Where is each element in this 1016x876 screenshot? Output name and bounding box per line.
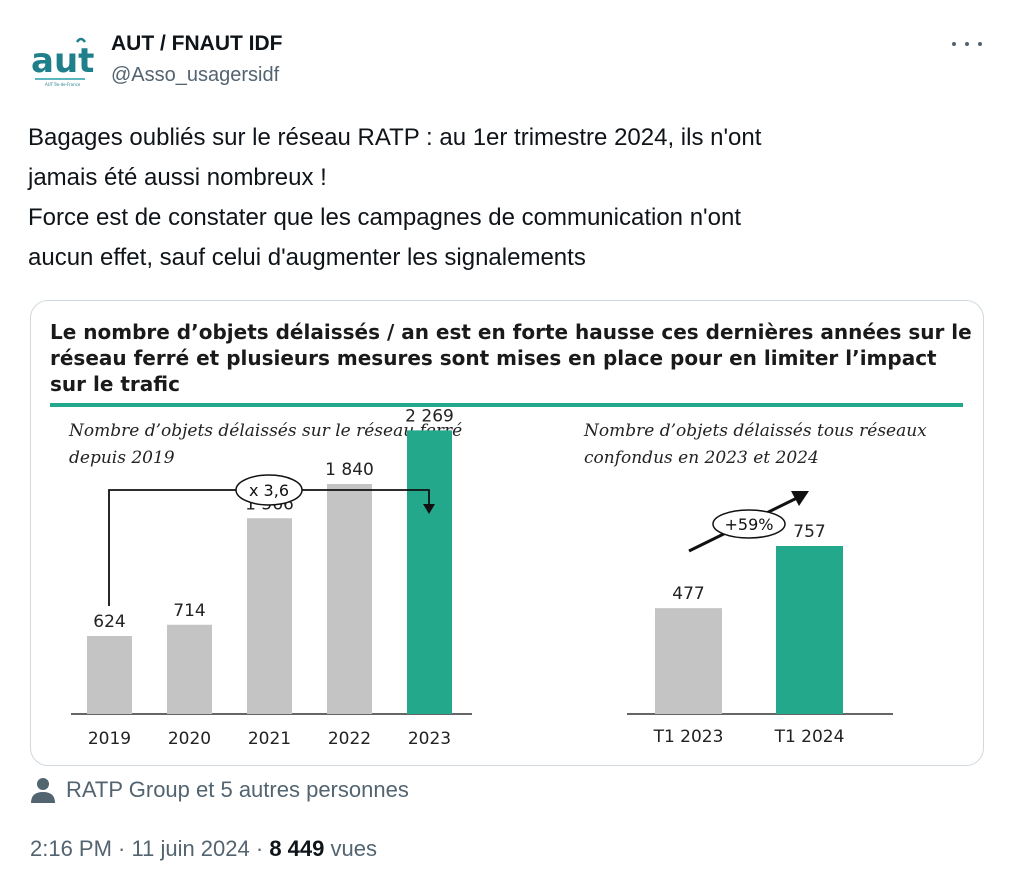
liked-by-text: RATP Group et 5 autres personnes — [66, 777, 409, 802]
bar — [247, 518, 292, 714]
category-label: 2020 — [168, 729, 211, 749]
annotation-bubble — [235, 474, 303, 506]
figure-title: Le nombre d’objets délaissés / an est en… — [50, 319, 972, 397]
tweet-media-image[interactable]: Le nombre d’objets délaissés / an est en… — [30, 300, 984, 766]
subtitle-line: Nombre d’objets délaissés sur le réseau … — [69, 421, 463, 441]
value-label: 1 840 — [325, 460, 374, 480]
bar — [87, 636, 132, 714]
avatar-logo-text: aut — [31, 41, 94, 81]
views-label: vues — [324, 836, 377, 861]
figure-title-line: Le nombre d’objets délaissés / an est en… — [50, 320, 972, 344]
subtitle-line: confondus en 2023 et 2024 — [584, 448, 819, 468]
person-icon — [31, 778, 55, 803]
figure-title-line: sur le trafic — [50, 372, 180, 396]
value-label: 714 — [173, 601, 205, 621]
tweet-text: Bagages oubliés sur le réseau RATP : au … — [28, 118, 978, 278]
category-label: 2022 — [328, 729, 371, 749]
annotation-bubble — [712, 509, 786, 539]
ellipsis-icon — [952, 42, 956, 46]
more-options-button[interactable] — [952, 32, 982, 56]
value-label: 757 — [793, 522, 825, 542]
separator: · — [249, 836, 270, 861]
bar — [655, 608, 722, 714]
trend-arrow-head — [791, 491, 809, 506]
figure-title-line: réseau ferré et plusieurs mesures sont m… — [50, 346, 937, 370]
tweet-text-line: Force est de constater que les campagnes… — [28, 204, 741, 231]
value-label: 477 — [672, 584, 704, 604]
annotation-label: +59% — [725, 515, 774, 534]
subtitle-line: depuis 2019 — [69, 448, 175, 468]
views-count: 8 449 — [269, 836, 325, 861]
left-chart-subtitle: Nombre d’objets délaissés sur le réseau … — [69, 418, 462, 472]
aut-logo: aut AUT Île-de-France — [27, 26, 97, 96]
annotation-label: x 3,6 — [249, 481, 289, 500]
tweet-text-line: aucun effet, sauf celui d'augmenter les … — [28, 244, 586, 271]
bar — [776, 546, 843, 714]
avatar-logo-subtext: AUT Île-de-France — [45, 82, 81, 87]
category-label: 2023 — [408, 729, 451, 749]
tweet-meta: 2:16 PM · 11 juin 2024 · 8 449 vues — [30, 836, 377, 862]
tweet-text-line: Bagages oubliés sur le réseau RATP : au … — [28, 124, 762, 151]
liked-by[interactable]: RATP Group et 5 autres personnes — [30, 774, 409, 806]
category-label: T1 2024 — [774, 727, 845, 747]
tweet-date[interactable]: 11 juin 2024 — [131, 836, 250, 861]
title-divider — [50, 403, 963, 407]
author-display-name[interactable]: AUT / FNAUT IDF — [111, 32, 283, 55]
value-label: 2 269 — [405, 406, 454, 426]
separator: · — [111, 836, 132, 861]
bar — [407, 430, 452, 714]
category-label: T1 2023 — [653, 727, 724, 747]
tweet-text-line: jamais été aussi nombreux ! — [28, 164, 327, 191]
tweet-time[interactable]: 2:16 PM — [30, 836, 112, 861]
category-label: 2021 — [248, 729, 291, 749]
avatar[interactable]: aut AUT Île-de-France — [27, 26, 97, 96]
author-handle[interactable]: @Asso_usagersidf — [111, 64, 280, 86]
category-label: 2019 — [88, 729, 131, 749]
subtitle-line: Nombre d’objets délaissés tous réseaux — [584, 421, 927, 441]
bar — [167, 624, 212, 714]
tweet-header: aut AUT Île-de-France AUT / FNAUT IDF @A… — [27, 26, 992, 102]
arrow-head — [423, 504, 435, 514]
value-label: 624 — [93, 612, 125, 632]
right-chart-subtitle: Nombre d’objets délaissés tous réseaux c… — [584, 418, 927, 472]
bar — [327, 484, 372, 714]
